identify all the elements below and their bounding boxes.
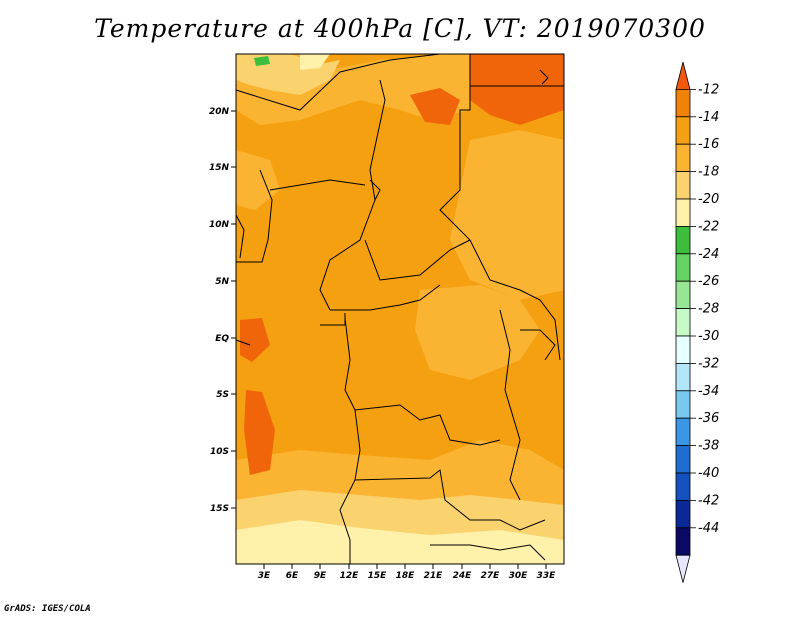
lon-tick-label: 3E — [258, 571, 271, 581]
fill-region-green — [254, 56, 270, 66]
colorbar: -12 -14 -16 -18 -20 -22 -24 -26 -28 -30 -32 -34 -36 -… — [675, 61, 719, 583]
colorbar-swatch — [675, 472, 691, 501]
colorbar-label: -22 — [698, 219, 719, 234]
lat-tick-label: 10S — [210, 447, 229, 457]
fill-region-pale-yellow — [300, 54, 330, 70]
lat-tick-label: 10N — [209, 220, 230, 230]
colorbar-arrow-top — [675, 61, 691, 90]
colorbar-swatch — [675, 362, 691, 392]
colorbar-swatch — [675, 198, 691, 227]
lat-tick-label: EQ — [215, 334, 229, 344]
lon-tick-label: 15E — [368, 571, 388, 581]
colorbar-label: -28 — [698, 302, 719, 317]
colorbar-label: -26 — [698, 274, 719, 289]
colorbar-swatch — [675, 335, 691, 364]
colorbar-label: -42 — [698, 493, 719, 508]
lon-axis: 3E 6E 9E 12E 15E 18E 21E 24E 27E 30E 33E — [258, 564, 556, 581]
colorbar-swatch — [675, 253, 691, 282]
lon-tick-label: 30E — [509, 571, 529, 581]
lon-tick-label: 6E — [286, 571, 299, 581]
lat-tick-label: 5S — [216, 390, 229, 400]
colorbar-label: -44 — [698, 521, 719, 536]
colorbar-label: -34 — [698, 384, 719, 399]
colorbar-swatch — [675, 89, 691, 118]
lon-tick-label: 9E — [314, 571, 327, 581]
lon-tick-label: 27E — [481, 571, 501, 581]
colorbar-label: -38 — [698, 439, 719, 454]
colorbar-swatch — [675, 417, 691, 447]
colorbar-swatch — [675, 143, 691, 172]
lon-tick-label: 33E — [537, 571, 557, 581]
fill-region-red-orange — [515, 64, 556, 95]
grads-credit: GrADS: IGES/COLA — [4, 604, 91, 614]
colorbar-swatch — [675, 116, 691, 145]
lat-tick-label: 20N — [209, 107, 230, 117]
lon-tick-label: 24E — [453, 571, 473, 581]
lon-tick-label: 21E — [424, 571, 444, 581]
colorbar-swatch — [675, 499, 691, 529]
chart-title: Temperature at 400hPa [C], VT: 201907030… — [94, 14, 706, 43]
colorbar-label: -20 — [698, 192, 719, 207]
fill-region-light-orange — [236, 150, 280, 210]
colorbar-arrow-bottom — [675, 554, 691, 583]
lat-tick-label: 15N — [209, 163, 230, 173]
fill-region-red-orange — [410, 88, 460, 125]
fill-region-red-orange — [240, 318, 270, 362]
colorbar-swatch — [675, 280, 691, 310]
colorbar-label: -36 — [698, 411, 719, 426]
colorbar-swatch — [675, 308, 691, 337]
colorbar-label: -30 — [698, 329, 719, 344]
lon-tick-label: 12E — [340, 571, 360, 581]
colorbar-label: -12 — [698, 82, 719, 97]
colorbar-label: -40 — [698, 466, 719, 481]
fill-region-pale-yellow — [236, 520, 564, 564]
lat-tick-label: 15S — [210, 504, 229, 514]
colorbar-label: -14 — [698, 110, 719, 125]
fill-region-red-orange — [244, 390, 275, 475]
colorbar-label: -24 — [698, 247, 719, 262]
colorbar-label: -32 — [698, 356, 719, 371]
map-frame — [235, 53, 565, 565]
colorbar-swatch — [675, 390, 691, 419]
colorbar-swatch — [675, 171, 691, 200]
map-panel: 20N 15N 10N 5N EQ 5S 10S 15S 3E 6E 9E 12… — [209, 53, 565, 581]
country-borders — [235, 53, 564, 564]
colorbar-swatch — [675, 445, 691, 474]
lon-tick-label: 18E — [396, 571, 416, 581]
colorbar-label: -16 — [698, 137, 719, 152]
colorbar-label: -18 — [698, 165, 719, 180]
colorbar-swatch — [675, 225, 691, 255]
lat-axis: 20N 15N 10N 5N EQ 5S 10S 15S — [209, 107, 236, 514]
lat-tick-label: 5N — [215, 277, 229, 287]
colorbar-swatch — [675, 527, 691, 556]
